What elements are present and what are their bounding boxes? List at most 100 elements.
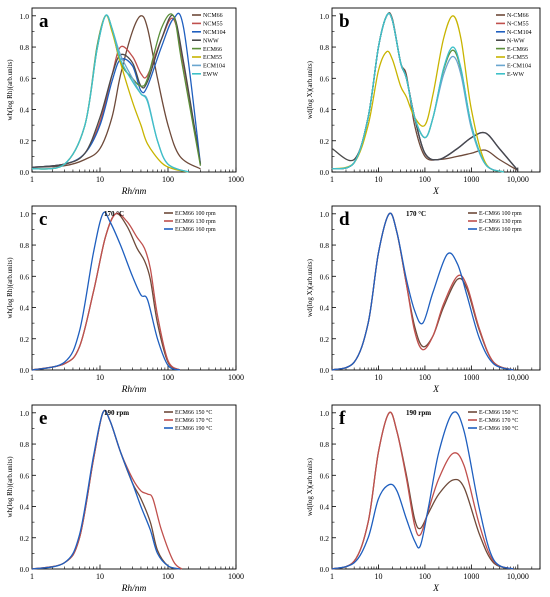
legend-entry: NCM66 bbox=[203, 13, 223, 19]
x-tick-label: 10 bbox=[96, 373, 104, 382]
series-line-3 bbox=[31, 12, 202, 168]
panel-letter: a bbox=[39, 11, 49, 32]
panel-b: 1 10 100 1000 10,000 0.0 0.2 0.4 0.6 0.8 1.0 b N-CM6… bbox=[306, 7, 541, 197]
y-tick-label: 0.8 bbox=[320, 43, 330, 52]
panel-annotation: 170 °C bbox=[104, 210, 124, 218]
y-tick-label: 0.0 bbox=[20, 366, 30, 375]
y-tick-label: 0.0 bbox=[320, 565, 330, 574]
plot-frame bbox=[331, 7, 541, 173]
x-tick-label: 10,000 bbox=[507, 572, 529, 581]
x-tick-label: 10 bbox=[374, 572, 382, 581]
legend-entry: ECM66 100 rpm bbox=[175, 211, 216, 217]
legend-entry: E-WW bbox=[507, 72, 524, 78]
x-tick-label: 1 bbox=[30, 175, 34, 184]
y-tick-label: 0.4 bbox=[20, 503, 30, 512]
y-tick-label: 1.0 bbox=[320, 12, 330, 21]
panel-letter: f bbox=[339, 408, 346, 429]
y-tick-label: 0.4 bbox=[320, 304, 330, 313]
y-tick-label: 0.0 bbox=[20, 168, 30, 177]
y-tick-label: 1.0 bbox=[20, 409, 30, 418]
series-line-2 bbox=[331, 411, 514, 570]
y-tick-label: 0.8 bbox=[20, 43, 30, 52]
y-tick-label: 0.4 bbox=[320, 503, 330, 512]
panel-e: 1 10 100 1000 0.0 0.2 0.4 0.6 0.8 1.0 e 190 rpm ECM6… bbox=[6, 404, 244, 594]
y-tick-label: 0.0 bbox=[20, 565, 30, 574]
series-line-8 bbox=[331, 12, 505, 173]
legend-entry: ECM55 bbox=[203, 55, 222, 61]
x-tick-label: 100 bbox=[419, 572, 431, 581]
x-tick-label: 1 bbox=[330, 572, 334, 581]
legend-entry: ECM66 170 °C bbox=[175, 417, 212, 424]
panel-letter: c bbox=[39, 209, 47, 230]
legend-entry: E-CM66 150 °C bbox=[479, 409, 518, 416]
series-line-2 bbox=[331, 12, 519, 171]
x-tick-label: 10 bbox=[96, 572, 104, 581]
x-axis-label: X bbox=[432, 584, 440, 594]
y-tick-label: 0.0 bbox=[320, 366, 330, 375]
y-axis-label: wd(log X)(arb.units) bbox=[306, 457, 314, 516]
series-line-3 bbox=[331, 212, 514, 371]
legend-entry: E-CM104 bbox=[507, 64, 531, 70]
legend-entry: ECM66 bbox=[203, 47, 222, 53]
legend-entry: N-CM104 bbox=[507, 30, 532, 36]
y-tick-label: 0.4 bbox=[20, 304, 30, 313]
y-tick-label: 0.6 bbox=[320, 74, 330, 83]
panel-annotation: 190 rpm bbox=[104, 409, 129, 417]
x-tick-label: 1000 bbox=[463, 175, 479, 184]
x-tick-label: 100 bbox=[162, 175, 174, 184]
y-axis-label: wd(log X)(arb.units) bbox=[306, 258, 314, 317]
y-tick-label: 0.2 bbox=[320, 335, 330, 344]
x-tick-label: 1000 bbox=[228, 175, 244, 184]
x-tick-label: 100 bbox=[419, 373, 431, 382]
x-tick-label: 100 bbox=[162, 572, 174, 581]
x-tick-label: 1 bbox=[30, 373, 34, 382]
legend-entry: NWW bbox=[203, 38, 219, 44]
y-axis-label: wh(log Rh)(arb.units) bbox=[6, 257, 14, 319]
legend-entry: E-CM66 160 rpm bbox=[479, 227, 522, 233]
panel-d: 1 10 100 1000 10,000 0.0 0.2 0.4 0.6 0.8 1.0 d 170 °… bbox=[306, 205, 541, 395]
panel-letter: e bbox=[39, 408, 47, 429]
y-tick-label: 0.2 bbox=[20, 137, 30, 146]
series-line-3 bbox=[31, 409, 181, 570]
x-tick-label: 1 bbox=[30, 572, 34, 581]
x-tick-label: 1000 bbox=[463, 572, 479, 581]
series-line-2 bbox=[31, 409, 183, 570]
y-tick-label: 0.6 bbox=[320, 471, 330, 480]
panel-letter: d bbox=[339, 209, 350, 230]
legend-entry: N-CM55 bbox=[507, 22, 529, 28]
legend-entry: N-CM66 bbox=[507, 13, 529, 19]
y-tick-label: 0.8 bbox=[320, 241, 330, 250]
panel-c: 1 10 100 1000 0.0 0.2 0.4 0.6 0.8 1.0 c 170 °C ECM66… bbox=[6, 205, 244, 395]
legend-entry: E-CM66 100 rpm bbox=[479, 211, 522, 217]
y-axis-label: wh(log Rh)(arb.units) bbox=[6, 59, 14, 121]
y-tick-label: 0.2 bbox=[320, 534, 330, 543]
y-tick-label: 1.0 bbox=[20, 210, 30, 219]
legend-entry: ECM66 190 °C bbox=[175, 425, 212, 432]
y-tick-label: 0.6 bbox=[20, 471, 30, 480]
y-tick-label: 0.6 bbox=[320, 272, 330, 281]
x-axis-label: Rh/nm bbox=[121, 187, 147, 197]
legend-entry: ECM66 130 rpm bbox=[175, 219, 216, 225]
legend-entry: E-CM66 bbox=[507, 47, 528, 53]
series-line-3 bbox=[31, 211, 181, 371]
legend-entry: E-CM66 130 rpm bbox=[479, 219, 522, 225]
x-tick-label: 10 bbox=[96, 175, 104, 184]
x-tick-label: 1 bbox=[330, 175, 334, 184]
legend-entry: N-WW bbox=[507, 38, 525, 44]
series-line-3 bbox=[331, 12, 519, 171]
series-line-4 bbox=[31, 14, 202, 168]
panel-a: 1 10 100 1000 0.0 0.2 0.4 0.6 0.8 1.0 a NCM66 NCM55 N… bbox=[6, 7, 244, 197]
panel-letter: b bbox=[339, 11, 350, 32]
x-tick-label: 1000 bbox=[228, 572, 244, 581]
y-tick-label: 1.0 bbox=[320, 210, 330, 219]
panel-annotation: 190 rpm bbox=[406, 409, 431, 417]
y-tick-label: 0.8 bbox=[320, 440, 330, 449]
y-tick-label: 0.6 bbox=[20, 272, 30, 281]
x-tick-label: 10 bbox=[374, 175, 382, 184]
y-tick-label: 1.0 bbox=[320, 409, 330, 418]
y-axis-label: wd(log X)(arb.units) bbox=[306, 60, 314, 119]
plot-frame bbox=[31, 404, 237, 570]
legend-entry: NCM104 bbox=[203, 30, 226, 36]
x-axis-label: X bbox=[432, 385, 440, 395]
